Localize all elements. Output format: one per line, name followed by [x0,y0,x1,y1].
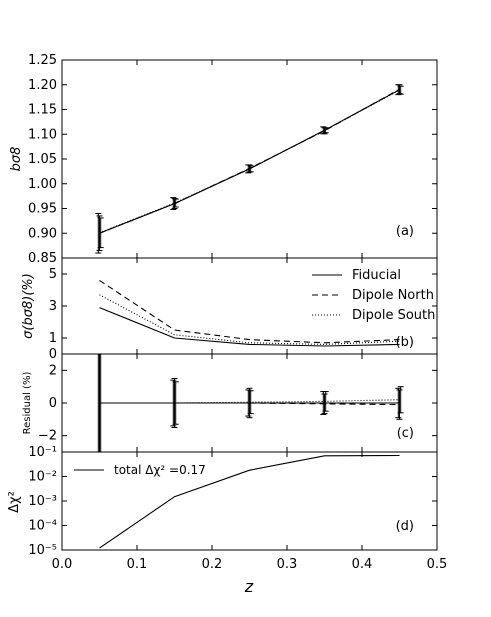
y-tick-label: 10⁻² [28,470,57,485]
panel-a-frame [61,59,438,259]
series-line-0 [99,307,400,347]
y-tick-label: 0 [49,396,57,411]
panel-d-y-ticks: 10⁻⁵ 10⁻⁴ 10⁻³ 10⁻² 10⁻¹ [28,445,437,558]
series-line-0 [99,89,400,234]
panel-b-legend: Fiducial Dipole North Dipole South [312,268,435,323]
panel-a-label: (a) [396,224,414,239]
x-tick-label: 0.2 [202,557,223,572]
y-tick-label: 1.25 [28,53,57,68]
y-tick-label: 10⁻⁴ [28,519,57,534]
y-tick-label: 2 [49,363,57,378]
panel-d-label: (d) [396,519,414,534]
panel-c-label: (c) [397,426,414,441]
x-tick-label: 0.4 [352,557,373,572]
x-tick-label: 0.3 [277,557,298,572]
panel-a-ylabel: bσ8 [9,147,24,172]
panel-d-ylabel: Δχ² [7,491,22,513]
legend-dipole-north-label: Dipole North [352,288,434,303]
y-tick-label: 10⁻⁵ [28,543,57,558]
x-axis-title: z [244,577,254,596]
y-tick-label: 10⁻¹ [28,445,57,460]
y-tick-label: 10⁻³ [28,494,57,509]
legend-fiducial-label: Fiducial [352,268,401,283]
panel-b-series [99,279,400,347]
series-line-2 [99,399,400,404]
y-tick-label: 1.10 [28,127,57,142]
panel-d-legend: total Δχ² =0.17 [74,463,206,477]
panel-c-ylabel: Residual (%) [22,372,33,435]
x-tick-label: 0.1 [127,557,148,572]
panel-c-series [95,353,404,453]
panel-b-y-ticks: 01 3 5 [49,267,437,362]
y-tick-label: 3 [49,299,57,314]
y-tick-label: 0.85 [28,251,57,266]
y-tick-label: −2 [38,429,57,444]
y-tick-label: 1.05 [28,152,57,167]
legend-dipole-south-label: Dipole South [352,308,435,323]
y-tick-label: 1.15 [28,103,57,118]
y-tick-label: 0.90 [28,226,57,241]
panel-c-y-ticks: −2 0 2 [38,363,437,444]
x-tick-label: 0.0 [52,557,73,572]
y-tick-label: 1 [49,331,57,346]
legend-total-label: total Δχ² =0.17 [114,463,206,477]
y-tick-label: 0.95 [28,202,57,217]
series-line-1 [99,88,400,234]
y-tick-label: 5 [49,267,57,282]
panel-b-label: (b) [396,335,414,350]
y-tick-label: 1.20 [28,78,57,93]
x-tick-label: 0.5 [427,557,448,572]
series-line-2 [99,89,400,234]
series-line-0 [99,454,400,549]
series-line-1 [99,279,400,344]
panel-a-series [95,84,404,254]
panel-d-series [99,454,400,549]
y-tick-label: 0 [49,347,57,362]
x-axis-ticks: 0.0 0.1 0.2 0.3 0.4 0.5 [52,60,448,572]
panel-a-y-ticks: 0.85 0.90 0.95 1.00 1.05 1.10 1.15 1.20 1.25 [28,53,437,266]
panel-b-ylabel: σ(bσ8)(%) [21,273,36,339]
y-tick-label: 1.00 [28,177,57,192]
